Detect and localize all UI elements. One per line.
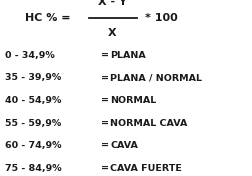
Text: CAVA FUERTE: CAVA FUERTE: [110, 164, 181, 173]
Text: X: X: [108, 28, 116, 38]
Text: CAVA: CAVA: [110, 141, 137, 150]
Text: 55 - 59,9%: 55 - 59,9%: [5, 118, 61, 128]
Text: =: =: [101, 73, 109, 83]
Text: =: =: [101, 118, 109, 128]
Text: 35 - 39,9%: 35 - 39,9%: [5, 73, 61, 83]
Text: * 100: * 100: [145, 14, 177, 23]
Text: PLANA: PLANA: [110, 51, 145, 60]
Text: =: =: [101, 51, 109, 60]
Text: =: =: [101, 96, 109, 105]
Text: 0 - 34,9%: 0 - 34,9%: [5, 51, 55, 60]
Text: =: =: [101, 164, 109, 173]
Text: 40 - 54,9%: 40 - 54,9%: [5, 96, 61, 105]
Text: NORMAL CAVA: NORMAL CAVA: [110, 118, 187, 128]
Text: 75 - 84,9%: 75 - 84,9%: [5, 164, 61, 173]
Text: NORMAL: NORMAL: [110, 96, 156, 105]
Text: =: =: [101, 141, 109, 150]
Text: HC % =: HC % =: [25, 14, 71, 23]
Text: 60 - 74,9%: 60 - 74,9%: [5, 141, 61, 150]
Text: PLANA / NORMAL: PLANA / NORMAL: [110, 73, 201, 83]
Text: X - Y: X - Y: [98, 0, 127, 7]
